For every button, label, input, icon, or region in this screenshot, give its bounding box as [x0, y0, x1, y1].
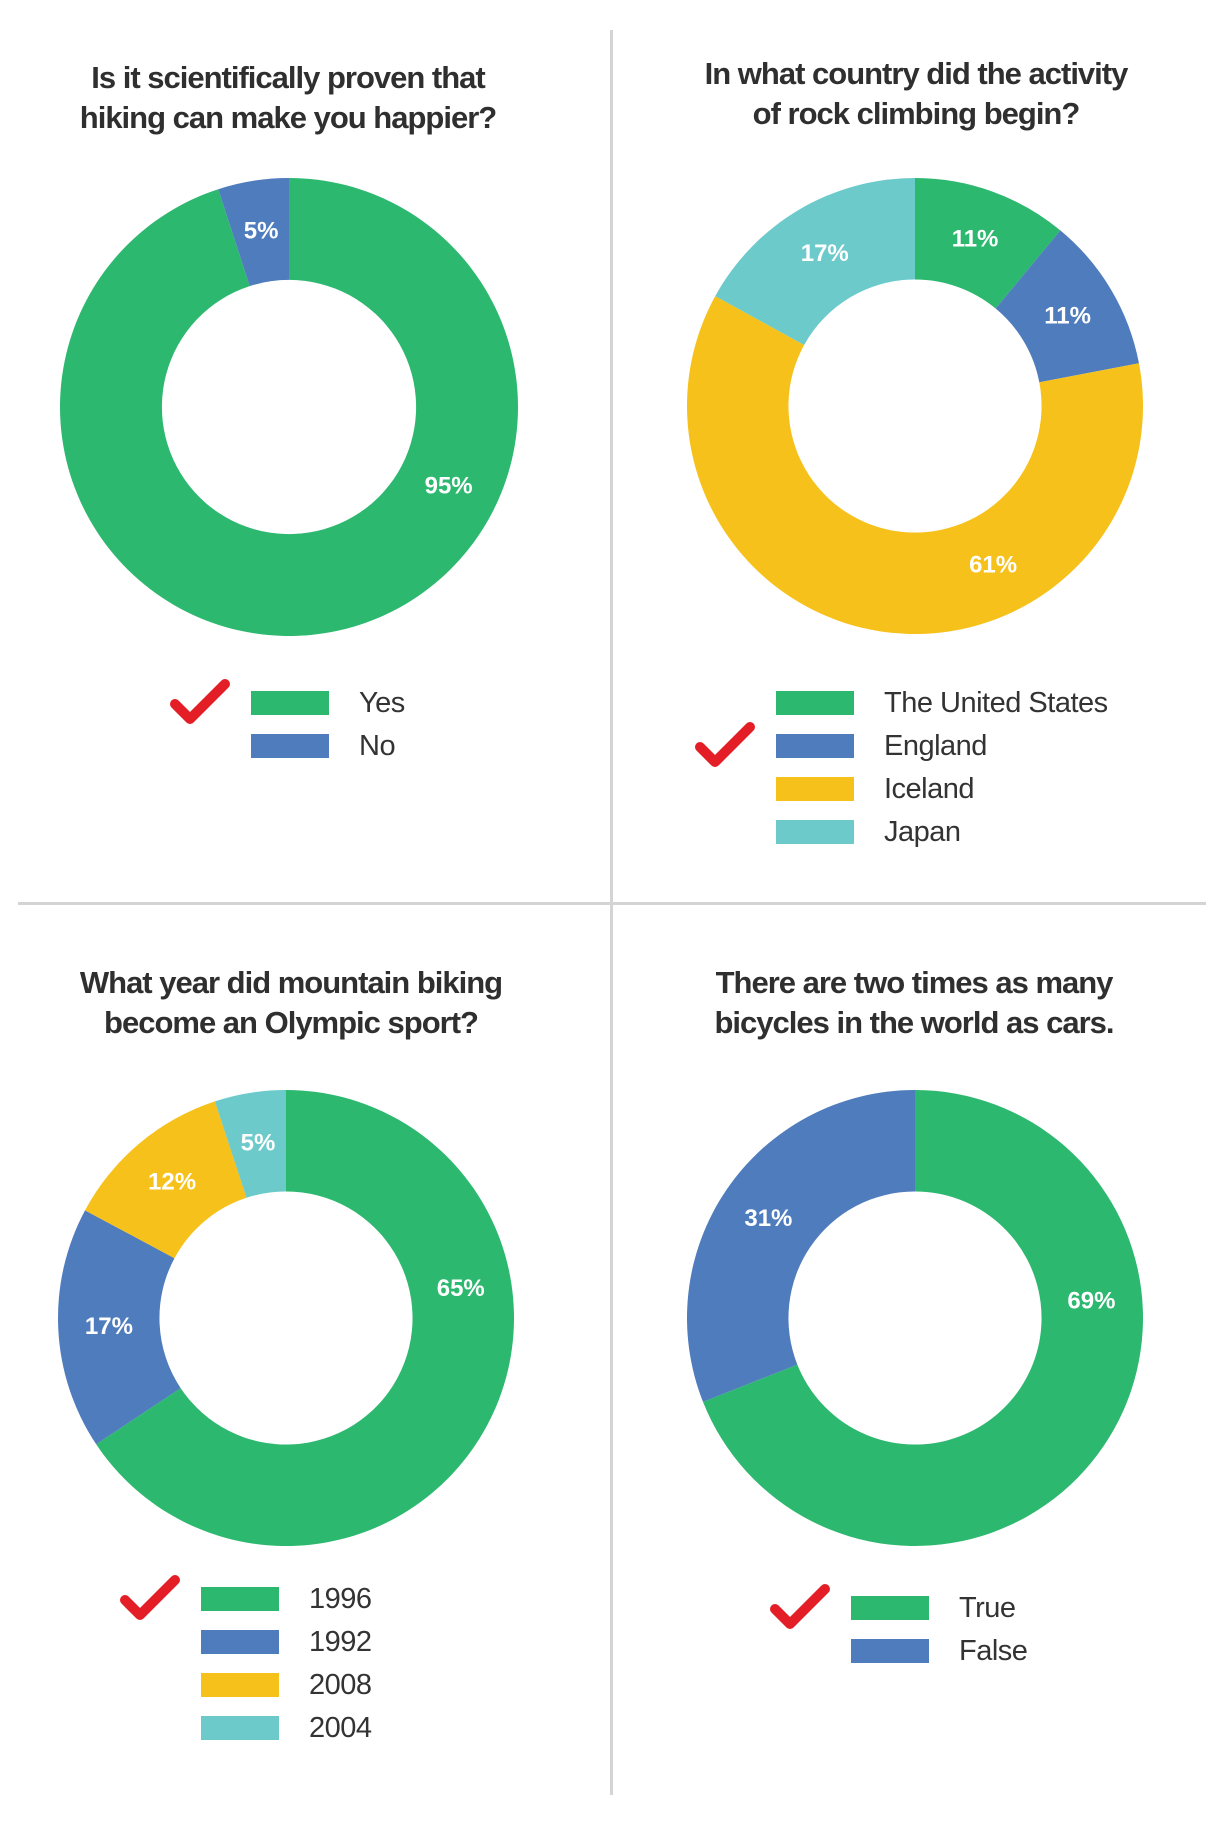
data-label: 5% [241, 1129, 276, 1156]
legend-swatch [251, 691, 329, 715]
legend-swatch [776, 820, 854, 844]
donut-chart: 11% 11% 61% 17% [687, 178, 1143, 634]
legend-swatch [201, 1673, 279, 1697]
legend-swatch [201, 1630, 279, 1654]
horizontal-divider [18, 902, 1206, 905]
vertical-divider [610, 30, 613, 1795]
chart-title: What year did mountain biking become an … [11, 963, 571, 1043]
donut-slice-yes [59, 178, 518, 636]
checkmark-icon [695, 722, 755, 767]
donut-chart: 95% 5% [59, 178, 518, 636]
donut-slice-2008 [85, 1101, 247, 1259]
donut-slice-iceland [687, 296, 1143, 634]
donut-slice-japan [715, 178, 915, 346]
chart-title: Is it scientifically proven that hiking … [8, 58, 568, 138]
legend-swatch [776, 734, 854, 758]
checkmark-icon [120, 1575, 180, 1620]
data-label: 5% [244, 218, 279, 245]
data-label: 11% [1044, 302, 1091, 329]
legend-label: 2004 [309, 1712, 372, 1744]
data-label: 17% [801, 240, 849, 267]
data-label: 11% [952, 226, 999, 253]
chart-panel-hiking: Is it scientifically proven that hiking … [0, 0, 610, 900]
data-label: 17% [85, 1313, 133, 1340]
chart-title-line: Is it scientifically proven that [91, 60, 486, 95]
legend-swatch [201, 1716, 279, 1740]
donut-slice-2004 [214, 1090, 286, 1198]
donut-slice-the-united-states [915, 178, 1061, 309]
chart-panel-mountain-biking: What year did mountain biking become an … [0, 905, 610, 1833]
legend-swatch [776, 691, 854, 715]
legend-label: 2008 [309, 1669, 372, 1701]
donut-slice-1992 [58, 1210, 181, 1445]
legend-label: England [884, 730, 987, 762]
legend-label: Yes [359, 687, 405, 719]
legend-swatch [851, 1596, 929, 1620]
chart-title-line: There are two times as many [715, 965, 1114, 1000]
legend-swatch [201, 1587, 279, 1611]
chart-title-line: hiking can make you happier? [79, 100, 497, 135]
chart-title-line: of rock climbing begin? [752, 96, 1081, 131]
chart-title: There are two times as many bicycles in … [634, 963, 1194, 1043]
legend-label: No [359, 730, 396, 762]
legend-label: Iceland [884, 773, 975, 805]
chart-title: In what country did the activity of rock… [636, 54, 1196, 134]
legend-label: 1992 [309, 1626, 372, 1658]
data-label: 31% [744, 1205, 792, 1232]
donut-slice-false [687, 1090, 915, 1402]
legend-swatch [851, 1639, 929, 1663]
donut-slice-england [995, 230, 1139, 383]
donut-chart: 69% 31% [687, 1090, 1143, 1546]
data-label: 95% [425, 472, 473, 499]
data-label: 61% [969, 552, 1017, 579]
chart-title-line: In what country did the activity [704, 56, 1129, 91]
legend-swatch [251, 734, 329, 758]
chart-title-line: What year did mountain biking [79, 965, 503, 1000]
legend-label: 1996 [309, 1583, 372, 1615]
chart-title-line: bicycles in the world as cars. [714, 1005, 1114, 1040]
legend-label: False [959, 1635, 1028, 1667]
donut-slice-no [218, 178, 289, 287]
data-label: 12% [148, 1169, 196, 1196]
legend-label: True [959, 1592, 1016, 1624]
chart-title-line: become an Olympic sport? [104, 1005, 479, 1040]
chart-panel-rock-climbing: In what country did the activity of rock… [613, 0, 1224, 900]
donut-slice-true [703, 1090, 1143, 1546]
data-label: 65% [437, 1275, 485, 1302]
chart-panel-bicycles: There are two times as many bicycles in … [613, 905, 1224, 1833]
checkmark-icon [770, 1584, 830, 1629]
data-label: 69% [1067, 1287, 1115, 1314]
checkmark-icon [170, 679, 230, 724]
legend-label: The United States [884, 687, 1108, 719]
legend-swatch [776, 777, 854, 801]
donut-slice-1996 [96, 1090, 515, 1546]
donut-chart: 65% 17% 12% 5% [58, 1090, 515, 1546]
legend-label: Japan [884, 816, 961, 848]
